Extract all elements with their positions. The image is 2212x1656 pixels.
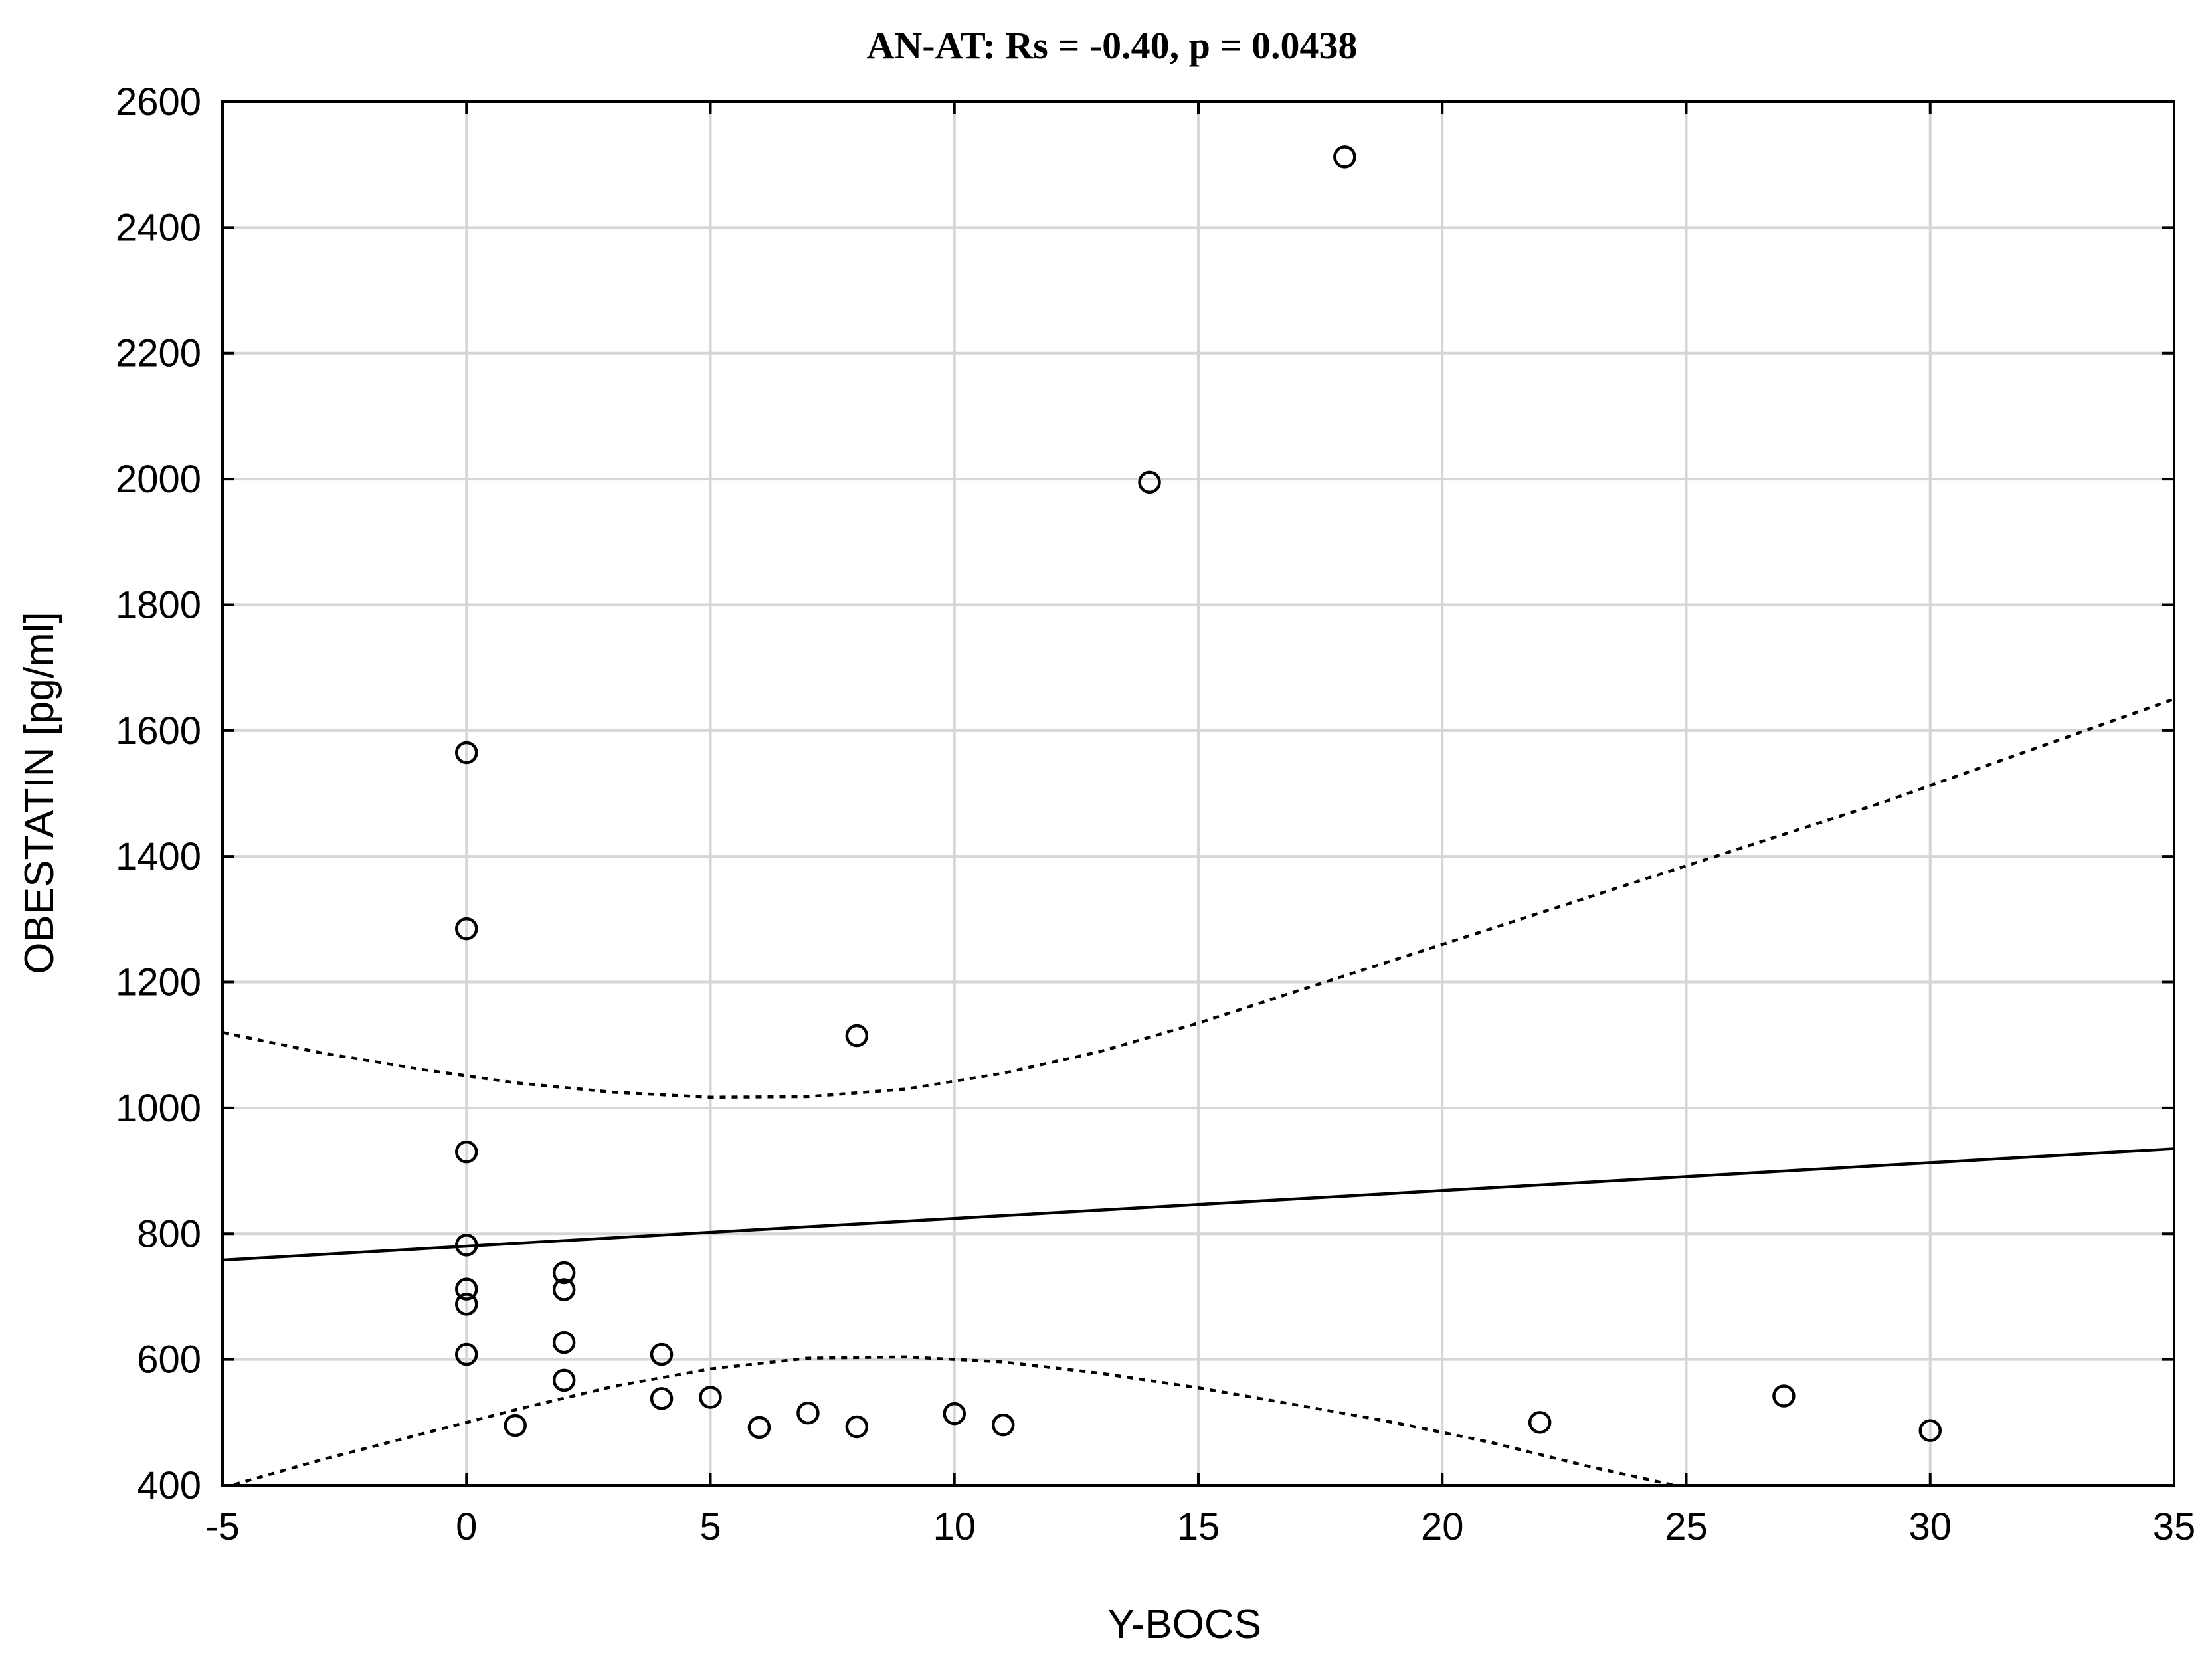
data-point — [552, 1278, 576, 1301]
y-tick-label: 1600 — [116, 709, 201, 753]
data-point — [747, 1416, 771, 1439]
y-tick-label: 1400 — [116, 835, 201, 878]
data-point — [845, 1415, 869, 1439]
x-tick-label: 0 — [456, 1505, 477, 1548]
y-tick-label: 2600 — [116, 80, 201, 124]
data-point — [650, 1387, 674, 1410]
data-series — [223, 145, 2174, 1485]
data-point — [1772, 1384, 1796, 1408]
y-tick-label: 400 — [137, 1464, 201, 1507]
data-point — [943, 1402, 966, 1426]
ci-lower-line — [226, 1355, 1682, 1485]
data-point — [1333, 145, 1356, 169]
data-point — [1138, 470, 1161, 494]
y-tick-label: 800 — [137, 1212, 201, 1255]
x-tick-label: 15 — [1177, 1505, 1220, 1548]
data-point — [796, 1401, 820, 1425]
data-point — [1528, 1411, 1552, 1434]
data-point — [845, 1024, 869, 1048]
data-point — [455, 917, 478, 941]
y-tick-label: 1800 — [116, 583, 201, 626]
x-tick-label: 25 — [1665, 1505, 1708, 1548]
data-point — [650, 1342, 674, 1366]
x-tick-label: 30 — [1908, 1505, 1952, 1548]
y-tick-label: 2400 — [116, 206, 201, 249]
y-tick-label: 1000 — [116, 1087, 201, 1130]
data-point — [1918, 1419, 1942, 1442]
data-point — [504, 1414, 527, 1437]
y-tick-label: 600 — [137, 1338, 201, 1382]
data-point — [552, 1331, 576, 1354]
regression-line — [223, 1147, 2174, 1262]
data-point — [552, 1261, 576, 1285]
data-point — [455, 1293, 478, 1316]
x-tick-label: 35 — [2153, 1505, 2196, 1548]
y-tick-label: 1200 — [116, 961, 201, 1004]
data-point — [455, 1140, 478, 1164]
data-point — [455, 741, 478, 765]
data-point — [455, 1234, 478, 1257]
chart-title: AN-AT: Rs = -0.40, p = 0.0438 — [867, 24, 1358, 67]
data-point — [699, 1386, 722, 1409]
grid-lines — [223, 102, 2174, 1485]
y-tick-label: 2200 — [116, 332, 201, 375]
x-tick-label: 10 — [933, 1505, 976, 1548]
x-tick-label: -5 — [205, 1505, 240, 1548]
y-axis-label: OBESTATIN [pg/ml] — [17, 612, 62, 974]
y-tick-label: 2000 — [116, 458, 201, 501]
data-point — [455, 1277, 478, 1301]
data-point — [552, 1368, 576, 1392]
axis-ticks: -5 0 5 10 15 20 25 30 35 400 600 800 1000 1200 1400 160… — [116, 80, 2195, 1548]
x-axis-label: Y-BOCS — [1107, 1602, 1261, 1647]
x-tick-label: 20 — [1421, 1505, 1464, 1548]
x-tick-label: 5 — [699, 1505, 721, 1548]
data-point — [991, 1413, 1015, 1437]
data-point — [455, 1342, 478, 1366]
